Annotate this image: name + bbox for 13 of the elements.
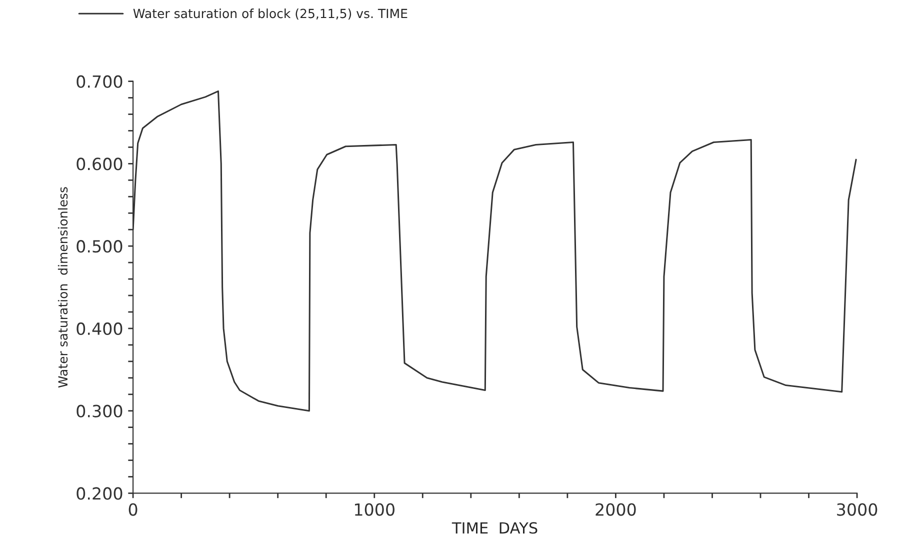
y-tick-label: 0.700 [76,75,122,88]
x-axis-title: TIME DAYS [452,522,538,534]
y-axis-title: Water saturation dimensionless [58,187,68,388]
y-tick-label: 0.400 [76,322,122,336]
y-tick-label: 0.300 [76,404,122,418]
x-tick-label: 0 [128,503,138,516]
x-tick-label: 1000 [354,503,394,516]
y-tick-label: 0.500 [76,240,122,253]
y-tick-label: 0.200 [76,487,122,500]
x-tick-label: 2000 [596,503,636,516]
legend-label: Water saturation of block (25,11,5) vs. TIME [133,8,408,20]
y-tick-label: 0.600 [76,158,122,170]
x-tick-label: 3000 [837,503,878,516]
